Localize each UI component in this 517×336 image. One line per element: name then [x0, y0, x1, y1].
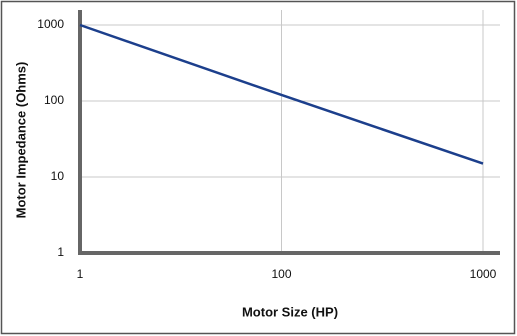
line-series — [79, 23, 484, 165]
y-tick-label: 1000 — [37, 17, 64, 31]
y-tick-label: 100 — [44, 93, 64, 107]
x-tick-label: 1000 — [470, 267, 497, 281]
x-tick-label: 100 — [271, 267, 291, 281]
x-tick-label: 1 — [77, 267, 84, 281]
y-axis-title: Motor Impedance (Ohms) — [13, 62, 28, 219]
y-tick-label: 10 — [51, 169, 65, 183]
y-tick-label: 1 — [57, 245, 64, 259]
x-axis-title: Motor Size (HP) — [242, 304, 338, 319]
